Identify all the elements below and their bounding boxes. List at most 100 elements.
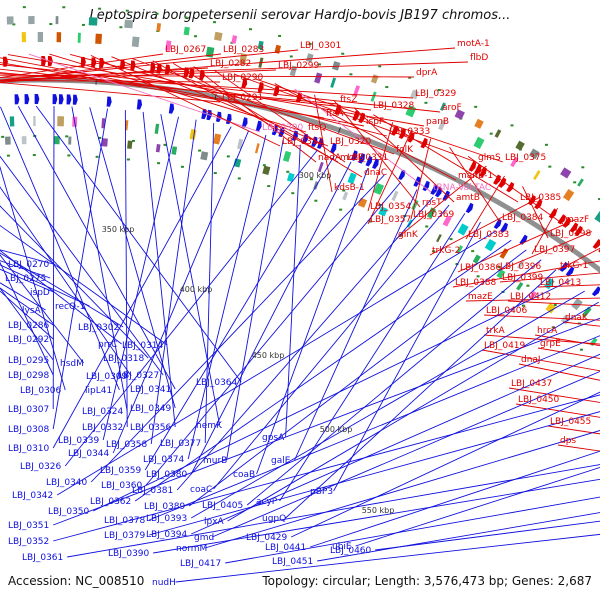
- feature-block: [101, 138, 108, 147]
- dot-marker: [62, 6, 66, 9]
- dot-marker: [67, 154, 71, 157]
- reverse-gene-label: LBJ_0378: [104, 516, 146, 526]
- dot-marker: [342, 189, 346, 192]
- forward-gene: [548, 208, 558, 219]
- reverse-leader-line: [0, 287, 54, 326]
- dot-marker: [598, 198, 600, 201]
- forward-leader-line: [314, 94, 333, 193]
- forward-leader-line: [518, 363, 600, 381]
- reverse-gene-label: ubiE: [332, 542, 352, 552]
- forward-gene-label: LBJ_0396: [500, 262, 542, 272]
- feature-block: [370, 74, 379, 84]
- dot-marker: [432, 250, 436, 253]
- forward-gene-label: LBJ_0328: [373, 101, 415, 111]
- dot-marker: [198, 149, 202, 152]
- reverse-gene-label: gpsA: [262, 433, 285, 443]
- feature-block: [28, 16, 35, 25]
- forward-gene-label: LBJ_0386: [460, 263, 502, 273]
- dot-marker: [476, 275, 480, 278]
- forward-leader-line: [465, 297, 600, 302]
- tick-label: 350 kbp: [102, 225, 135, 234]
- reverse-gene: [14, 94, 20, 105]
- reverse-leader-line: [89, 107, 176, 409]
- dot-marker: [455, 263, 459, 266]
- forward-leader-line: [367, 129, 413, 225]
- reverse-gene: [358, 153, 365, 164]
- dot-marker: [81, 23, 85, 26]
- dot-marker: [521, 304, 525, 307]
- reverse-gene: [241, 117, 248, 128]
- feature-block: [53, 136, 60, 145]
- forward-gene-label: mazE: [468, 292, 493, 302]
- reverse-gene-label: LBJ_0417: [180, 559, 221, 569]
- reverse-leader-line: [188, 249, 527, 507]
- dot-marker: [309, 178, 313, 181]
- reverse-gene: [106, 96, 112, 107]
- dot-marker: [308, 42, 312, 45]
- reverse-gene-label: LBJ_0340: [46, 478, 88, 488]
- forward-gene-label: ftsQ: [308, 123, 326, 133]
- forward-gene-label: LBJ_0283: [223, 45, 264, 55]
- feature-block: [454, 109, 465, 120]
- reverse-leader-line: [93, 279, 571, 512]
- reverse-gene-label: LBJ_0270: [8, 260, 50, 270]
- reverse-leader-line: [212, 370, 600, 538]
- feature-block: [436, 234, 442, 243]
- feature-block: [496, 269, 506, 279]
- dot-marker: [289, 55, 293, 58]
- dot-marker: [278, 34, 282, 37]
- reverse-gene-label: galE: [271, 456, 291, 466]
- reverse-gene-label: LBJ_0298: [8, 371, 50, 381]
- forward-gene-label: LBJ_0385: [520, 193, 561, 203]
- reverse-leader-line: [0, 290, 54, 340]
- forward-gene-label: glnK: [398, 230, 419, 240]
- reverse-gene-label: LBJ_0327: [118, 371, 159, 381]
- feature-block: [262, 165, 271, 175]
- reverse-gene-label: LBJ_0310: [8, 444, 50, 454]
- tick-mark: [338, 127, 341, 134]
- tick-label: 450 kbp: [252, 351, 285, 360]
- reverse-leader-line: [0, 165, 66, 391]
- forward-leader-line: [353, 107, 455, 203]
- reverse-gene-label: LBJ_0275: [5, 274, 46, 284]
- dot-marker: [548, 165, 552, 168]
- reverse-gene-label: hemK: [196, 421, 223, 431]
- dot-marker: [437, 89, 441, 92]
- forward-gene: [91, 57, 97, 68]
- feature-block: [370, 91, 377, 102]
- dot-marker: [378, 65, 382, 68]
- feature-block: [516, 259, 525, 270]
- tick-label: 550 kbp: [362, 506, 395, 515]
- reverse-gene-label: LBJ_0342: [12, 491, 53, 501]
- backbone-layer: [0, 77, 600, 274]
- dot-marker: [286, 170, 290, 173]
- reverse-leader-line: [0, 287, 54, 361]
- forward-gene-label: LBJ_0398: [550, 229, 592, 239]
- forward-gene-label: dprA: [416, 68, 438, 78]
- reverse-gene-label: LBJ_0394: [146, 530, 188, 540]
- feature-block: [347, 172, 357, 184]
- feature-block: [357, 197, 368, 208]
- reverse-gene-label: gmd: [194, 533, 214, 543]
- feature-block: [494, 129, 502, 138]
- reverse-gene: [58, 94, 64, 105]
- reverse-gene: [500, 222, 508, 233]
- dot-marker: [126, 158, 130, 161]
- reverse-gene-label: LBJ_0318: [103, 354, 145, 364]
- forward-gene-label: grpE: [540, 339, 561, 349]
- forward-leader-line: [410, 138, 432, 220]
- feature-block: [88, 17, 98, 26]
- dot-marker: [213, 172, 217, 175]
- forward-gene-label: LBJ_0354: [370, 202, 412, 212]
- dot-marker: [131, 139, 135, 142]
- reverse-gene-label: LBJ_0390: [108, 549, 150, 559]
- dot-marker: [98, 7, 102, 10]
- reverse-leader-line: [176, 196, 434, 491]
- forward-gene-label: LBJ_0369: [413, 210, 455, 220]
- forward-leader-line: [531, 207, 559, 255]
- reverse-leader-line: [0, 264, 90, 307]
- forward-gene-label: LBJ_0291: [222, 93, 263, 103]
- reverse-gene-label: ispD: [30, 288, 50, 298]
- forward-gene-label: LBJ_0375: [505, 153, 546, 163]
- feature-block: [472, 254, 481, 264]
